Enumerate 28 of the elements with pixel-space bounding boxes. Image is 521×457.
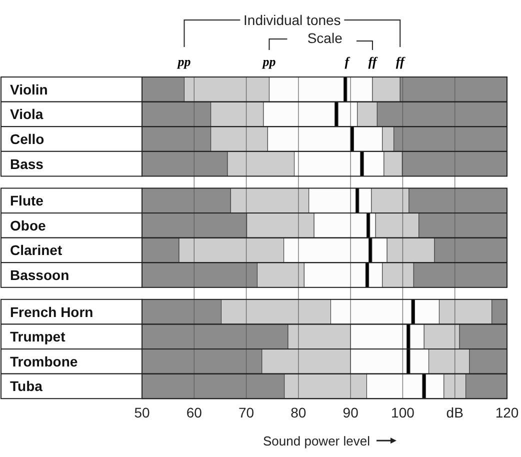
x-tick-label: 100 [391,404,415,421]
y-tick-label: Bassoon [10,267,70,283]
y-tick-label: Trombone [10,353,78,370]
text: Individual tones [244,12,341,28]
x-tick-label: 80 [290,404,306,421]
x-tick-label: 70 [238,404,254,421]
y-tick-label: Violin [10,81,48,98]
text: f [344,54,351,69]
text: ff [396,54,406,69]
x-tick-label: 90 [342,404,359,421]
text: pp [176,54,192,69]
y-tick-label: Flute [10,192,44,209]
y-tick-label: Cello [10,131,44,147]
x-tick-label: dB [446,404,464,421]
y-tick-label: Tuba [10,378,43,394]
y-tick-label: French Horn [10,304,94,320]
y-tick-label: Bass [10,156,44,172]
text: pp [262,54,276,69]
y-tick-label: Oboe [10,217,46,234]
y-tick-label: Clarinet [10,242,62,258]
x-tick-label: 50 [134,404,150,421]
x-tick-label: 120 [495,404,519,421]
y-tick-label: Viola [10,106,44,122]
text: ff [368,54,378,69]
x-axis-title: Sound power level [263,434,370,449]
y-tick-label: Trumpet [10,328,66,345]
text: Scale [307,30,343,46]
x-tick-label: 60 [186,404,202,421]
